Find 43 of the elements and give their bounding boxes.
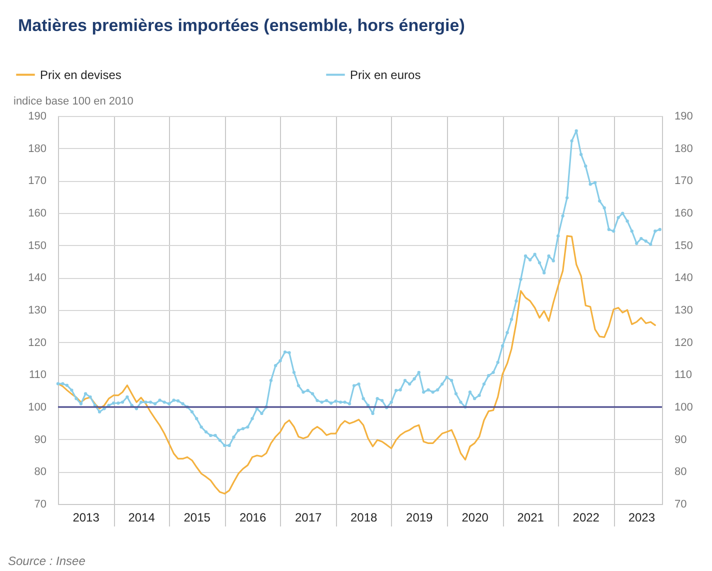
y2-tick-label: 90 (674, 434, 687, 446)
x-tick-label: 2021 (517, 510, 544, 524)
y-tick-label: 180 (28, 142, 46, 155)
source-note: Source : Insee (8, 554, 86, 568)
y2-tick-label: 140 (674, 272, 693, 284)
line-series (57, 235, 656, 494)
y-tick-label: 70 (34, 498, 46, 510)
y-tick-label: 120 (28, 336, 46, 349)
y2-tick-label: 170 (674, 175, 693, 188)
y-tick-label: 140 (28, 272, 46, 284)
y2-tick-label: 190 (674, 110, 693, 122)
y2-tick-label: 70 (674, 498, 687, 510)
y2-tick-label: 150 (674, 240, 693, 252)
y-tick-label: 80 (34, 466, 46, 478)
y-tick-label: 90 (34, 434, 46, 446)
y2-tick-label: 130 (674, 304, 693, 316)
y2-tick-label: 180 (674, 142, 693, 155)
x-tick-label: 2018 (350, 510, 378, 524)
y-tick-label: 100 (28, 402, 46, 414)
y-tick-label: 190 (28, 110, 46, 122)
chart-title: Matières premières importées (ensemble, hors énergie) (18, 16, 465, 36)
y-axis-title: indice base 100 en 2010 (14, 96, 134, 108)
y2-tick-label: 100 (674, 402, 693, 414)
y2-tick-label: 110 (674, 369, 692, 382)
x-tick-label: 2013 (72, 510, 100, 524)
y-tick-label: 150 (28, 240, 46, 252)
x-tick-label: 2023 (628, 510, 656, 524)
y-tick-label: 170 (28, 175, 46, 188)
y-tick-label: 130 (28, 304, 46, 316)
x-tick-label: 2019 (406, 510, 434, 524)
x-tick-label: 2020 (462, 510, 489, 524)
x-tick-label: 2014 (128, 510, 156, 524)
y2-tick-label: 80 (674, 466, 687, 478)
y2-tick-label: 120 (674, 336, 693, 349)
x-tick-label: 2017 (294, 510, 322, 524)
x-tick-label: 2022 (572, 510, 600, 524)
legend-label: Prix en euros (350, 68, 421, 82)
y-tick-label: 160 (28, 208, 46, 220)
x-tick-label: 2015 (184, 510, 211, 524)
y2-tick-label: 160 (674, 208, 693, 220)
x-tick-label: 2016 (239, 510, 266, 524)
y-tick-label: 110 (28, 369, 46, 382)
legend-label: Prix en devises (40, 68, 122, 82)
